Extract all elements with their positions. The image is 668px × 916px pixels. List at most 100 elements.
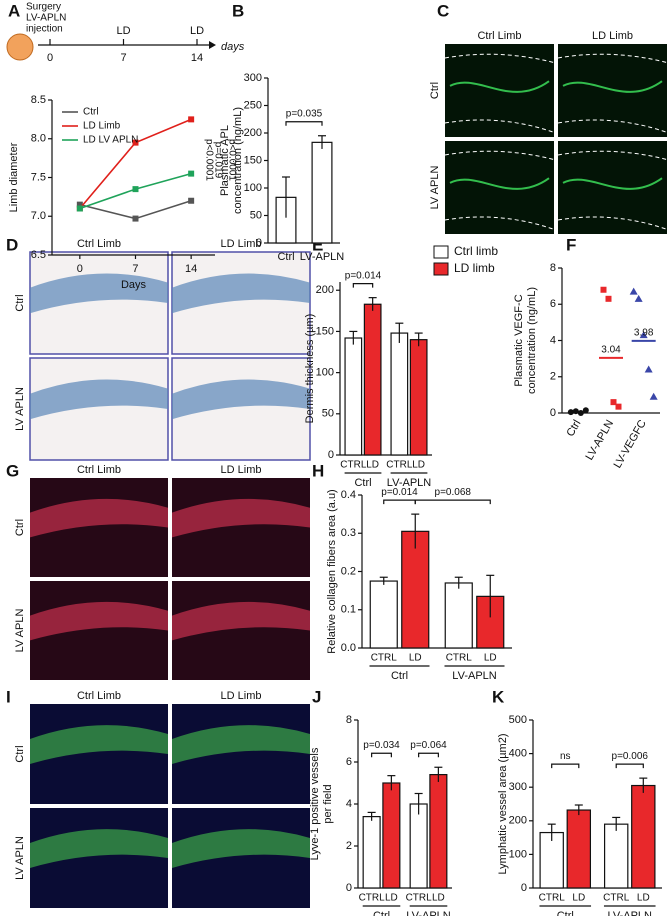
tissue-layer: [30, 601, 168, 641]
image-column-title: Ctrl Limb: [77, 464, 121, 476]
legend-label: LD Limb: [83, 121, 121, 132]
timeline-label: LV-APLN: [26, 13, 66, 24]
bar-label: CTRL: [340, 460, 367, 471]
bar: [429, 773, 448, 889]
y-tick-label: 8.5: [31, 94, 46, 106]
panel-letter: A: [8, 1, 20, 20]
vessel-signal: [449, 80, 550, 93]
x-tick-label: 0: [77, 263, 83, 275]
point: [188, 197, 195, 204]
y-tick-label: 0: [256, 237, 262, 249]
tissue-border: [444, 119, 555, 133]
point: [132, 186, 139, 193]
timeline-unit: days: [221, 41, 245, 53]
panel-letter: E: [312, 235, 323, 254]
point: [188, 116, 195, 123]
image-row-label: LV APLN: [14, 387, 26, 431]
tissue-border: [557, 119, 668, 133]
significance-bracket: [285, 121, 323, 126]
panel-letter: F: [566, 235, 576, 254]
y-tick-label: 8: [346, 714, 352, 726]
tissue-layer: [172, 498, 310, 538]
point: [634, 294, 643, 302]
annotation: p<0.0001: [203, 139, 214, 181]
timeline-tick-label: 14: [191, 52, 203, 64]
significance-bracket: [383, 499, 416, 505]
point: [639, 331, 648, 339]
annotation: p=0.014: [381, 487, 418, 498]
y-axis-label: Dermis thickness (µm): [304, 314, 316, 424]
tissue-layer: [30, 273, 168, 314]
bar-label: LD: [572, 893, 585, 904]
y-tick-label: 50: [322, 408, 334, 420]
bar: [362, 815, 381, 889]
image-row-label: Ctrl: [14, 294, 26, 311]
mean-label: 3.98: [634, 328, 654, 339]
y-tick-label: 0.1: [341, 604, 356, 616]
annotation: ns: [560, 751, 571, 762]
y-tick-label: 150: [316, 325, 334, 337]
panel-letter: H: [312, 461, 324, 480]
mouse-icon: [6, 33, 34, 61]
y-tick-label: 0.4: [341, 489, 356, 501]
image-row-label: LV APLN: [14, 836, 26, 880]
image-row-label: LV APLN: [429, 166, 441, 210]
y-tick-label: 100: [244, 182, 262, 194]
point: [188, 170, 195, 177]
point: [132, 139, 139, 146]
image-row-label: Ctrl: [14, 519, 26, 536]
panel-letter: D: [6, 235, 18, 254]
bar-label: CTRL: [386, 460, 413, 471]
point: [644, 365, 653, 373]
y-tick-label: 250: [244, 99, 262, 111]
annotation: p=0.019: [212, 142, 223, 179]
group-label: Ctrl: [557, 910, 574, 916]
tissue-layer: [172, 601, 310, 641]
y-tick-label: 4: [550, 334, 556, 346]
bar: [363, 303, 382, 456]
image-column-title: LD Limb: [592, 30, 633, 42]
bar-label: CTRL: [446, 653, 473, 664]
vessel-signal: [562, 177, 663, 190]
significance-bracket: [418, 752, 439, 758]
tissue-layer: [172, 829, 310, 868]
image-row-label: LV APLN: [14, 609, 26, 653]
bar: [409, 803, 428, 889]
y-tick-label: 200: [509, 815, 527, 827]
y-tick-label: 150: [244, 154, 262, 166]
point: [76, 201, 83, 208]
panel-letter: J: [312, 687, 321, 706]
series-line: [79, 118, 192, 210]
mean-label: 3.04: [601, 345, 621, 356]
bar: [631, 784, 656, 889]
point: [615, 403, 622, 410]
image-column-title: LD Limb: [221, 690, 262, 702]
bar-label: LD: [385, 893, 398, 904]
panel-letter: C: [437, 1, 449, 20]
panel-letter: K: [492, 687, 505, 706]
tissue-layer: [30, 725, 168, 764]
x-tick-label: Ctrl: [565, 418, 584, 439]
y-tick-label: 8.0: [31, 133, 46, 145]
significance-bracket: [371, 752, 392, 758]
y-axis-label: Plasmatic APL: [219, 125, 231, 196]
timeline-event: LD: [116, 25, 130, 37]
bar-label: LD: [637, 893, 650, 904]
point: [610, 399, 617, 406]
tissue-border: [444, 216, 555, 230]
point: [577, 410, 584, 416]
y-axis-label: Plasmatic VEGF-C: [513, 294, 525, 386]
annotation: p=0.006: [612, 751, 649, 762]
y-tick-label: 6.5: [31, 249, 46, 261]
tissue-border: [557, 53, 668, 64]
bar-label: LD: [409, 653, 422, 664]
y-tick-label: 0.2: [341, 565, 356, 577]
x-tick-label: LV-APLN: [300, 251, 344, 263]
y-tick-label: 7.0: [31, 210, 46, 222]
bar-label: CTRL: [371, 653, 398, 664]
legend-label: Ctrl: [83, 107, 99, 118]
y-tick-label: 200: [244, 127, 262, 139]
y-tick-label: 7.5: [31, 171, 46, 183]
y-axis-label: per field: [322, 784, 334, 823]
